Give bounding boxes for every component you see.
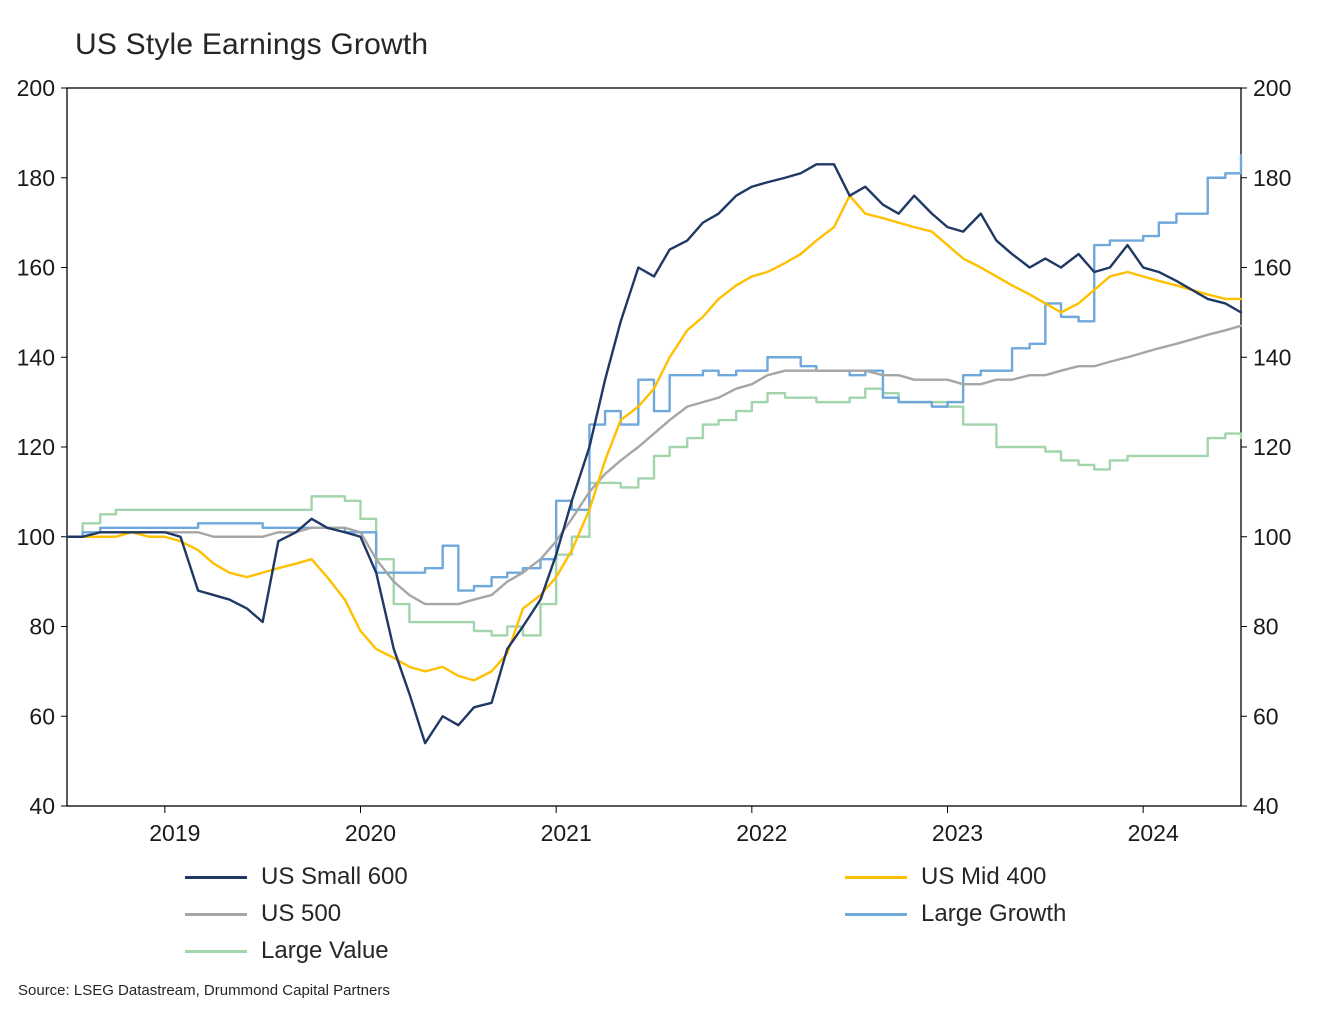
y-axis-label-right: 60 bbox=[1253, 703, 1279, 729]
chart-title: US Style Earnings Growth bbox=[75, 28, 429, 61]
y-axis-label-right: 80 bbox=[1253, 614, 1279, 640]
legend-label-us-small-600: US Small 600 bbox=[261, 863, 408, 890]
y-axis-label-left: 60 bbox=[29, 703, 55, 729]
legend-item-large-growth: Large Growth bbox=[845, 899, 1185, 929]
legend-swatch-us-mid-400 bbox=[845, 875, 907, 879]
y-axis-label-left: 140 bbox=[17, 344, 55, 370]
legend-item-us-mid-400: US Mid 400 bbox=[845, 862, 1185, 892]
y-axis-label-left: 100 bbox=[17, 524, 55, 550]
x-axis-label: 2021 bbox=[541, 820, 592, 846]
y-axis-label-right: 160 bbox=[1253, 255, 1291, 281]
y-axis-label-left: 200 bbox=[17, 75, 55, 101]
y-axis-label-left: 180 bbox=[17, 165, 55, 191]
legend-item-us-small-600: US Small 600 bbox=[185, 862, 845, 892]
y-axis-label-right: 180 bbox=[1253, 165, 1291, 191]
legend-swatch-large-value bbox=[185, 949, 247, 953]
y-axis-label-right: 120 bbox=[1253, 434, 1291, 460]
y-axis-label-left: 160 bbox=[17, 255, 55, 281]
y-axis-label-left: 40 bbox=[29, 793, 55, 819]
x-axis-label: 2024 bbox=[1128, 820, 1179, 846]
series-line-large-value bbox=[65, 387, 1243, 637]
series-line-us-500 bbox=[65, 324, 1243, 606]
x-axis-label: 2020 bbox=[345, 820, 396, 846]
y-axis-label-left: 120 bbox=[17, 434, 55, 460]
series-line-large-growth bbox=[65, 154, 1243, 592]
y-axis-label-right: 140 bbox=[1253, 344, 1291, 370]
series-line-us-small-600 bbox=[65, 163, 1243, 745]
y-axis-label-left: 80 bbox=[29, 614, 55, 640]
legend-item-us-500: US 500 bbox=[185, 899, 845, 929]
legend-swatch-us-500 bbox=[185, 912, 247, 916]
legend-swatch-large-growth bbox=[845, 912, 907, 916]
x-axis-label: 2023 bbox=[932, 820, 983, 846]
source-note: Source: LSEG Datastream, Drummond Capita… bbox=[18, 982, 390, 999]
legend-label-us-500: US 500 bbox=[261, 900, 342, 927]
chart-legend: US Small 600 US Mid 400 US 500 Large Growth… bbox=[185, 862, 1185, 966]
y-axis-label-right: 40 bbox=[1253, 793, 1279, 819]
legend-swatch-us-small-600 bbox=[185, 875, 247, 879]
line-chart: 40 40 60 60 80 80 100 100 120 120 140 140 160 160 180 1… bbox=[17, 75, 1292, 846]
legend-item-large-value: Large Value bbox=[185, 936, 845, 966]
plot-frame bbox=[66, 87, 1242, 807]
series-line-us-mid-400 bbox=[65, 194, 1243, 682]
y-axis-label-right: 100 bbox=[1253, 524, 1291, 550]
legend-label-large-growth: Large Growth bbox=[921, 900, 1067, 927]
y-axis-label-right: 200 bbox=[1253, 75, 1291, 101]
legend-label-large-value: Large Value bbox=[261, 937, 389, 964]
x-axis-label: 2022 bbox=[736, 820, 787, 846]
legend-label-us-mid-400: US Mid 400 bbox=[921, 863, 1047, 890]
x-axis-label: 2019 bbox=[149, 820, 200, 846]
